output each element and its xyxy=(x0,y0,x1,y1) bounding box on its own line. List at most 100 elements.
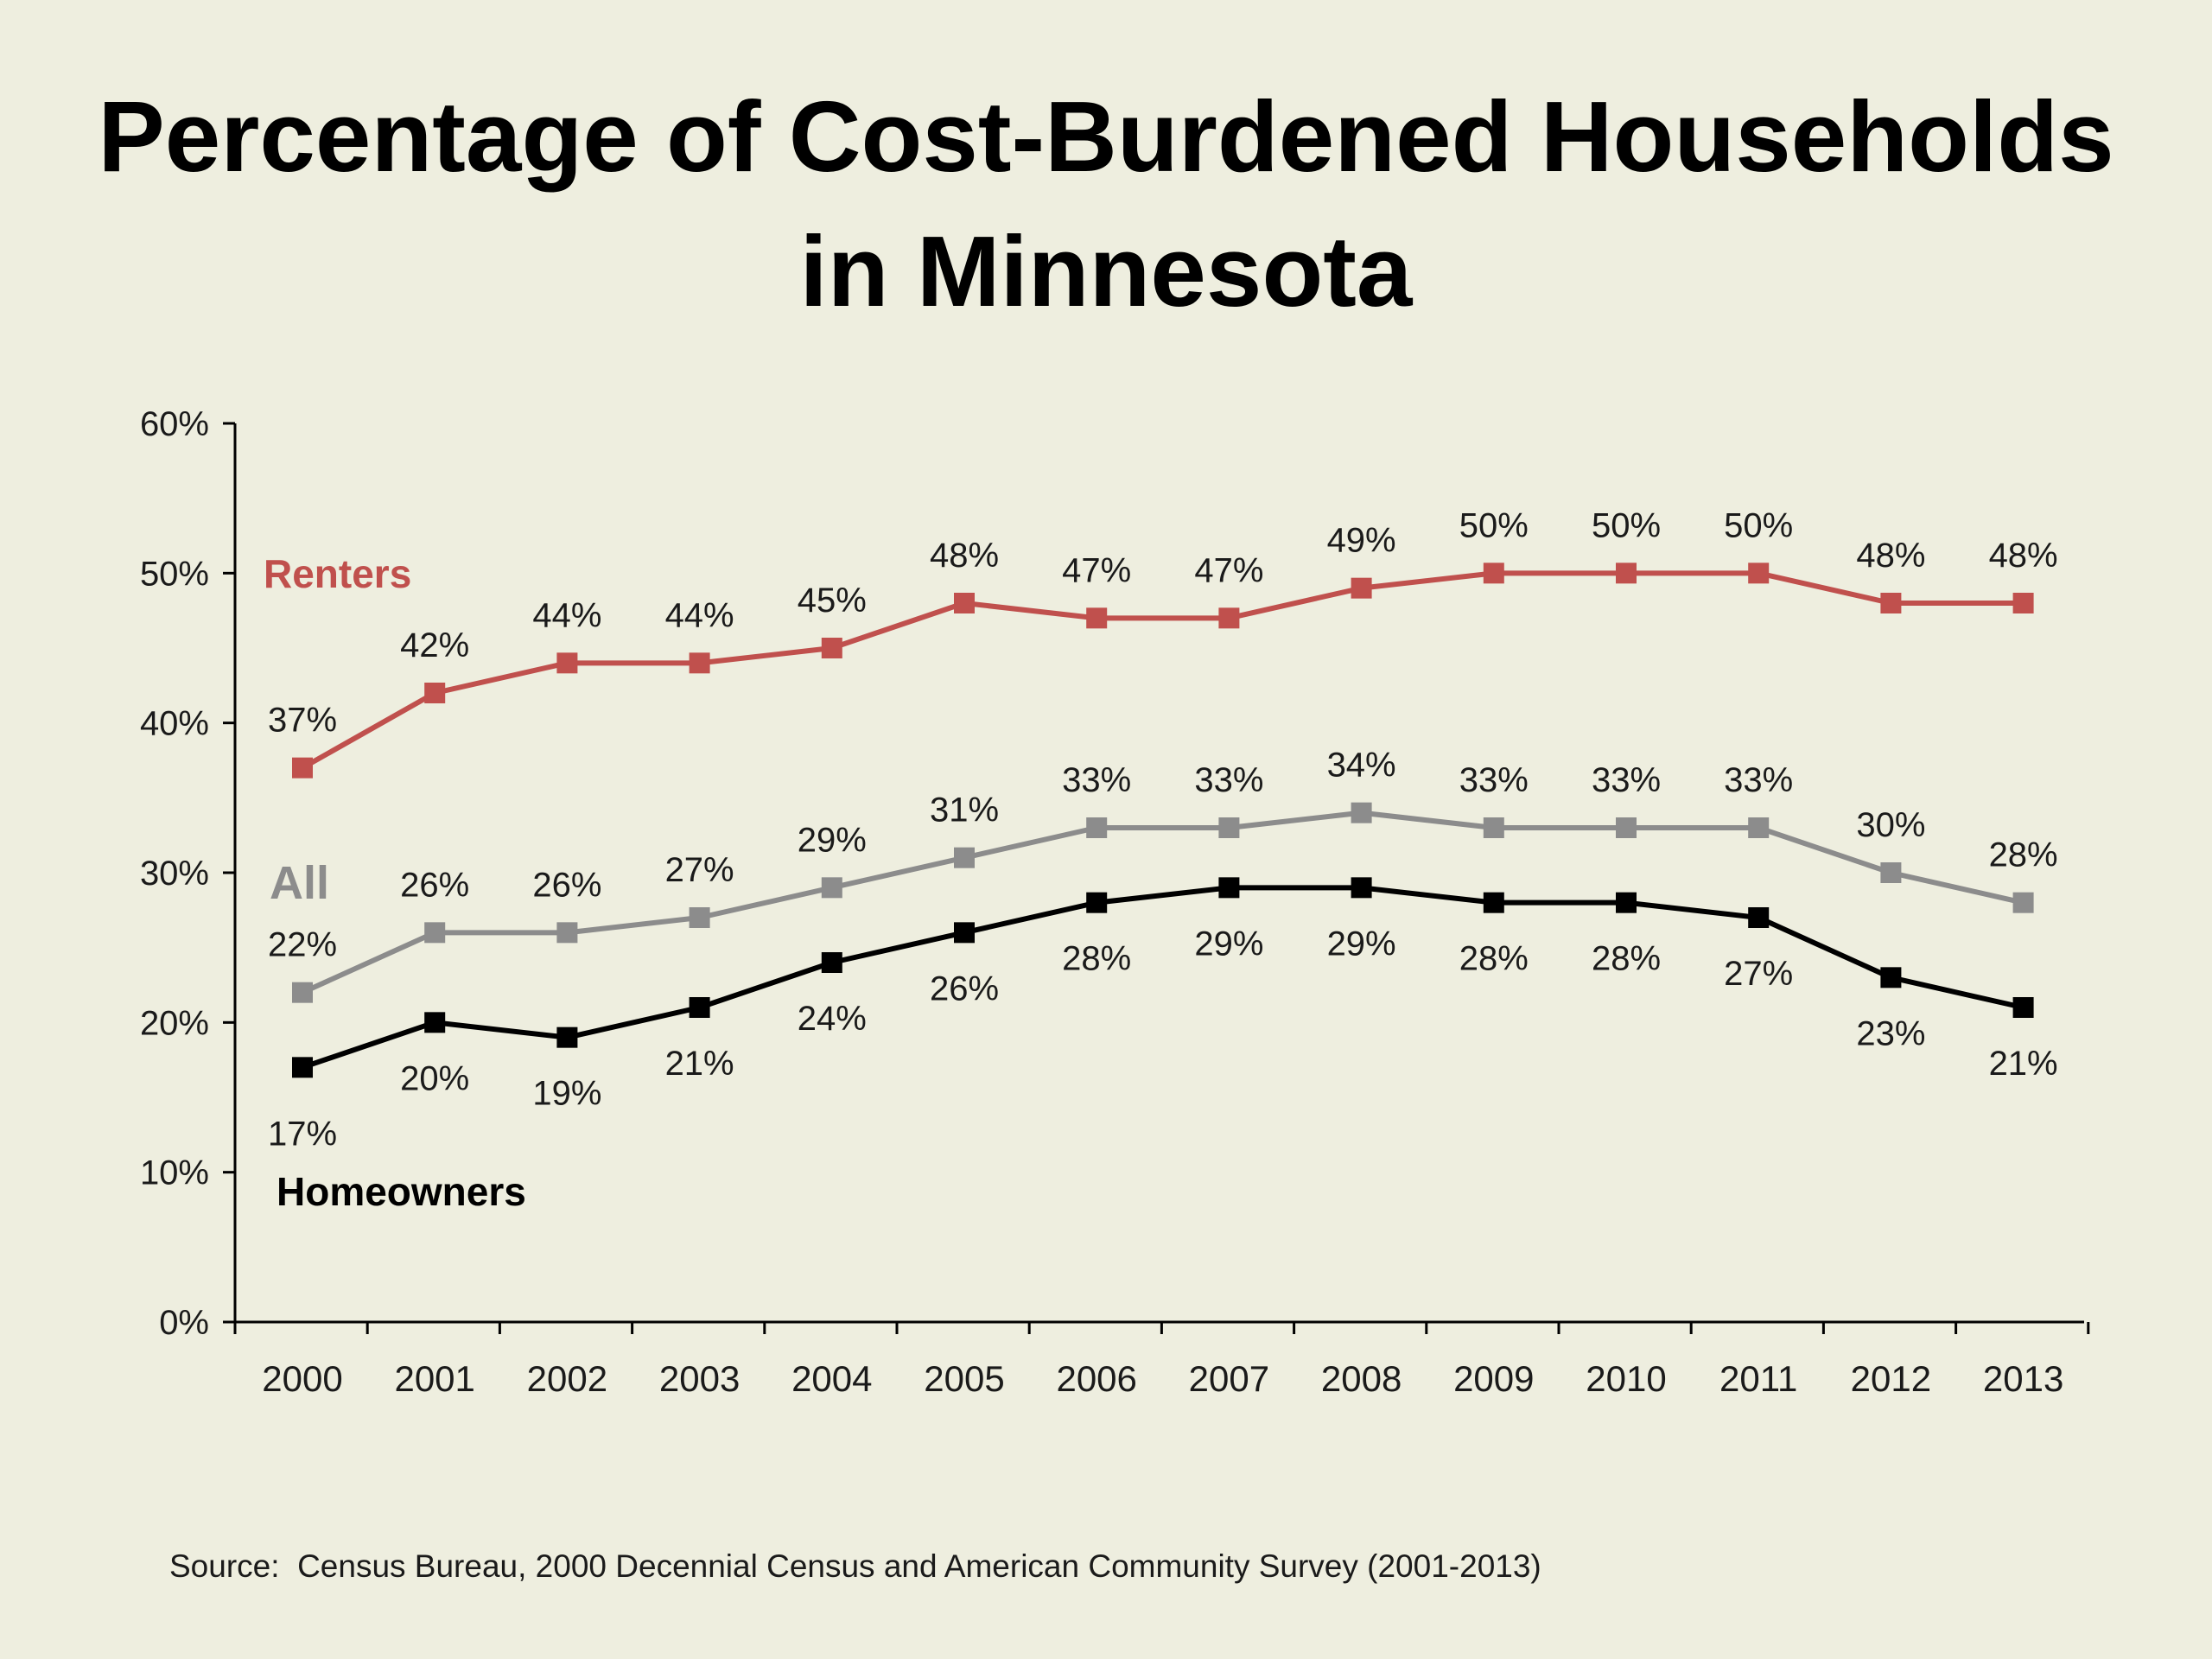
data-point-all xyxy=(1616,817,1637,838)
data-point-renters xyxy=(556,652,578,674)
data-label: 33% xyxy=(1062,761,1131,799)
data-label: 49% xyxy=(1327,522,1396,560)
y-tick-label: 30% xyxy=(140,855,209,893)
data-point-all xyxy=(1351,802,1372,823)
data-label: 33% xyxy=(1724,761,1793,799)
data-label: 21% xyxy=(665,1045,734,1083)
x-tick-label: 2000 xyxy=(262,1358,342,1399)
data-point-renters xyxy=(1880,593,1902,613)
series-line-homeowners xyxy=(302,885,2024,1071)
data-label: 37% xyxy=(268,702,337,740)
data-point-all xyxy=(954,847,975,868)
x-tick-label: 2001 xyxy=(394,1358,474,1399)
data-label: 17% xyxy=(268,1115,337,1153)
data-label: 33% xyxy=(1592,761,1661,799)
x-tick-label: 2013 xyxy=(1983,1358,2063,1399)
data-label: 45% xyxy=(798,582,867,620)
data-point-homeowners xyxy=(556,1027,578,1048)
data-point-all xyxy=(292,982,313,1003)
data-point-all xyxy=(556,922,578,944)
data-point-renters xyxy=(292,757,313,779)
data-point-all xyxy=(1880,862,1902,883)
chart-title-line-2: in Minnesota xyxy=(799,215,1413,327)
data-point-renters xyxy=(821,638,842,658)
series-line-renters xyxy=(301,570,2024,771)
x-tick-label: 2007 xyxy=(1189,1358,1269,1399)
data-label: 19% xyxy=(532,1075,601,1113)
x-tick-label: 2004 xyxy=(791,1358,872,1399)
series-label-all: All xyxy=(270,857,329,909)
data-label: 28% xyxy=(1592,940,1661,978)
series-label-renters: Renters xyxy=(264,551,411,596)
data-point-all xyxy=(424,922,446,944)
data-label: 21% xyxy=(1989,1045,2058,1083)
data-label: 47% xyxy=(1194,551,1263,589)
data-point-homeowners xyxy=(954,922,975,944)
data-point-renters xyxy=(2012,593,2034,613)
data-label: 47% xyxy=(1062,551,1131,589)
data-label: 44% xyxy=(665,596,734,634)
data-label: 42% xyxy=(400,626,469,664)
chart-title: Percentage of Cost-Burdened Households i… xyxy=(0,69,2212,339)
data-point-renters xyxy=(1748,563,1770,584)
data-point-renters xyxy=(1086,607,1108,629)
data-label: 26% xyxy=(532,866,601,904)
y-tick-label: 50% xyxy=(140,555,209,593)
data-point-homeowners xyxy=(1086,892,1108,913)
data-label: 29% xyxy=(1194,925,1263,963)
x-tick-label: 2012 xyxy=(1851,1358,1931,1399)
data-point-all xyxy=(821,877,842,899)
data-label: 48% xyxy=(930,537,999,575)
chart-title-line-1: Percentage of Cost-Burdened Households xyxy=(98,80,2114,193)
data-label: 50% xyxy=(1724,506,1793,544)
data-label: 28% xyxy=(1989,836,2058,874)
data-point-homeowners xyxy=(2012,997,2034,1018)
data-label: 50% xyxy=(1459,506,1529,544)
x-tick-label: 2008 xyxy=(1321,1358,1402,1399)
data-label: 34% xyxy=(1327,747,1396,785)
data-point-homeowners xyxy=(292,1057,313,1078)
data-point-renters xyxy=(954,593,975,613)
x-tick-label: 2011 xyxy=(1719,1358,1797,1399)
data-point-renters xyxy=(1483,563,1504,584)
data-label: 26% xyxy=(930,969,999,1007)
data-label: 33% xyxy=(1459,761,1529,799)
data-label: 20% xyxy=(400,1059,469,1097)
data-label: 29% xyxy=(1327,925,1396,963)
data-label: 22% xyxy=(268,926,337,964)
data-point-renters xyxy=(689,652,710,674)
series-line-all xyxy=(301,810,2024,995)
data-point-homeowners xyxy=(1880,967,1902,988)
y-tick-label: 60% xyxy=(140,405,209,443)
data-label: 28% xyxy=(1062,940,1131,978)
data-point-renters xyxy=(424,683,446,703)
x-tick-label: 2006 xyxy=(1056,1358,1136,1399)
data-point-renters xyxy=(1351,577,1372,599)
series-label-homeowners: Homeowners xyxy=(276,1169,526,1214)
data-label: 44% xyxy=(532,596,601,634)
data-point-all xyxy=(2012,892,2034,913)
data-point-all xyxy=(689,907,710,928)
data-label: 23% xyxy=(1856,1014,1925,1052)
data-label: 28% xyxy=(1459,940,1529,978)
data-point-homeowners xyxy=(689,997,710,1018)
data-label: 48% xyxy=(1856,537,1925,575)
data-point-homeowners xyxy=(424,1012,446,1033)
data-label: 48% xyxy=(1989,537,2058,575)
data-point-all xyxy=(1218,817,1240,838)
data-point-renters xyxy=(1616,563,1637,584)
data-label: 26% xyxy=(400,866,469,904)
y-tick-label: 20% xyxy=(140,1004,209,1042)
x-tick-label: 2009 xyxy=(1453,1358,1534,1399)
data-label: 29% xyxy=(798,821,867,859)
data-label: 33% xyxy=(1194,761,1263,799)
source-note: Source: Census Bureau, 2000 Decennial Ce… xyxy=(169,1548,1541,1584)
y-tick-label: 40% xyxy=(140,705,209,743)
y-tick-label: 10% xyxy=(140,1154,209,1192)
data-label: 30% xyxy=(1856,806,1925,844)
data-point-homeowners xyxy=(821,952,842,973)
data-point-homeowners xyxy=(1748,907,1770,928)
data-label: 31% xyxy=(930,791,999,830)
